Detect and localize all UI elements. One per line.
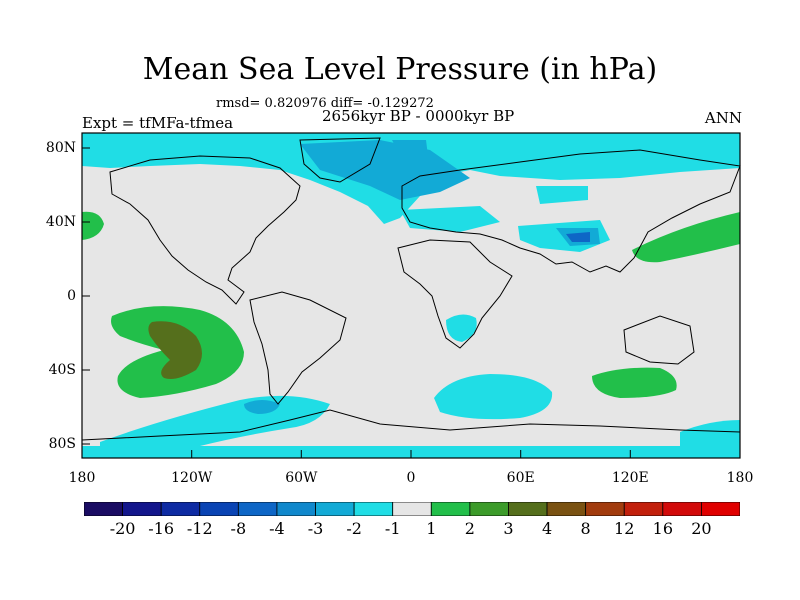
colorbar-label: 20 — [691, 519, 712, 538]
lon-label-120w: 120W — [171, 470, 213, 486]
colorbar-label: -2 — [346, 519, 362, 538]
colorbar-label: 12 — [614, 519, 635, 538]
north-america-coast — [109, 155, 301, 305]
colorbar-swatch — [585, 502, 625, 516]
colorbar-swatch — [122, 502, 162, 516]
africa-coast — [397, 239, 513, 349]
colorbar-swatch — [237, 502, 278, 516]
south-atlantic-negative — [434, 374, 553, 420]
mediterranean-negative — [400, 206, 500, 232]
pacific-positive-core — [148, 321, 202, 379]
colorbar — [84, 502, 740, 516]
colorbar-swatch — [160, 502, 201, 516]
lon-label-180w: 180 — [68, 470, 96, 486]
colorbar-swatch — [392, 502, 432, 516]
antarctica-coast — [81, 409, 741, 441]
norway-negative — [392, 140, 428, 162]
colorbar-swatch — [276, 502, 316, 516]
lon-label-60w: 60W — [285, 470, 318, 486]
colorbar-swatch — [546, 502, 587, 516]
colorbar-label: 16 — [652, 519, 673, 538]
season-text: ANN — [704, 109, 742, 127]
lat-label-80n: 80N — [45, 140, 76, 156]
lat-label-0: 0 — [67, 288, 76, 304]
colorbar-label: 2 — [464, 519, 475, 538]
colorbar-swatch — [623, 502, 664, 516]
coastlines — [81, 137, 741, 441]
colorbar-label: -1 — [384, 519, 401, 538]
colorbar-swatch — [430, 502, 471, 516]
indian-ocean-positive — [592, 367, 677, 398]
colorbar-label: 4 — [541, 519, 553, 538]
colorbar-label: -3 — [307, 519, 324, 538]
colorbar-swatch — [199, 502, 239, 516]
lat-label-80s: 80S — [48, 436, 76, 452]
eurasia-coast — [401, 149, 741, 273]
south-pacific-core — [244, 400, 280, 414]
antarctic-negative — [680, 420, 740, 458]
lat-label-40s: 40S — [48, 362, 76, 378]
greenland-coast — [299, 137, 381, 183]
asia-negative-1 — [536, 186, 588, 204]
experiment-text: Expt = tfMFa-tfmea — [82, 114, 234, 132]
west-pacific-positive — [632, 212, 740, 263]
lon-label-120e: 120E — [611, 470, 649, 486]
colorbar-swatch — [508, 502, 548, 516]
lon-label-0: 0 — [406, 470, 416, 486]
colorbar-label: -12 — [186, 519, 213, 538]
colorbar-swatch — [701, 502, 740, 516]
colorbar-label: 3 — [503, 519, 514, 538]
period-text: 2656kyr BP - 0000kyr BP — [322, 107, 515, 125]
axis-ticks — [81, 147, 741, 458]
colorbar-swatch — [84, 502, 123, 516]
lat-label-40n: 40N — [45, 214, 76, 230]
lon-label-60e: 60E — [506, 470, 535, 486]
colorbar-label: 1 — [426, 519, 437, 538]
south-africa-negative — [446, 314, 477, 342]
colorbar-swatch — [353, 502, 394, 516]
stats-text: rmsd= 0.820976 diff= -0.129272 — [216, 96, 434, 111]
colorbar-label: -16 — [148, 519, 175, 538]
south-america-coast — [249, 291, 347, 405]
colorbar-label: -20 — [109, 519, 136, 538]
colorbar-label: 8 — [580, 519, 591, 538]
australia-coast — [623, 315, 695, 365]
atlantic-positive — [82, 211, 104, 240]
colorbar-label: -8 — [230, 519, 247, 538]
map-title: Mean Sea Level Pressure (in hPa) — [142, 52, 658, 87]
colorbar-swatch — [469, 502, 509, 516]
anomaly-fields — [82, 133, 740, 458]
tibet-core — [566, 232, 590, 242]
lon-label-180e: 180 — [726, 470, 754, 486]
colorbar-swatch — [662, 502, 702, 516]
colorbar-label: -4 — [269, 519, 285, 538]
colorbar-swatch — [315, 502, 355, 516]
